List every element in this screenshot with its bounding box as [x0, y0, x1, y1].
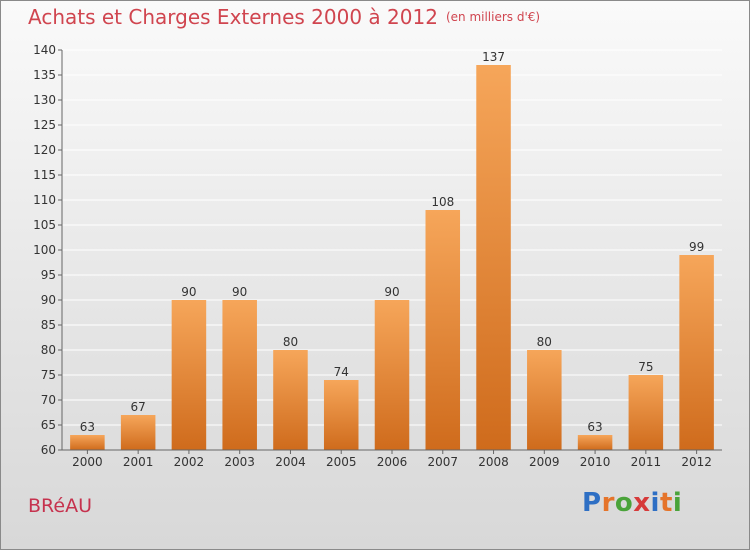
bar: [527, 350, 562, 450]
x-tick-label: 2009: [529, 455, 560, 469]
bar: [425, 210, 461, 450]
y-tick-label: 105: [33, 218, 56, 232]
x-tick-label: 2003: [224, 455, 255, 469]
y-tick-label: 60: [41, 443, 56, 457]
logo-letter: t: [659, 488, 673, 518]
logo-letter: r: [601, 488, 615, 518]
bars: [70, 65, 714, 450]
y-tick-label: 140: [33, 43, 56, 57]
bar: [171, 300, 207, 450]
bar: [222, 300, 257, 450]
x-tick-label: 2011: [631, 455, 662, 469]
y-tick-label: 130: [33, 93, 56, 107]
bar-value-label: 63: [587, 420, 602, 434]
y-tick-label: 85: [41, 318, 56, 332]
bar-value-label: 137: [482, 50, 505, 64]
chart-title-text: Achats et Charges Externes 2000 à 2012: [28, 5, 438, 29]
bar: [120, 415, 156, 450]
y-tick-label: 65: [41, 418, 56, 432]
bar-value-label: 90: [232, 285, 247, 299]
labels: 60 65 70 75 80 85 90 95 100 105 110 115 120 125 130 135…: [33, 43, 712, 469]
bar-value-label: 90: [384, 285, 399, 299]
y-tick-label: 70: [41, 393, 56, 407]
bar-value-label: 75: [638, 360, 653, 374]
bar: [374, 300, 410, 450]
y-tick-label: 110: [33, 193, 56, 207]
y-tick-label: 120: [33, 143, 56, 157]
bar: [476, 65, 511, 450]
bar: [70, 435, 105, 450]
chart-unit: (en milliers d'€): [445, 10, 541, 24]
x-tick-label: 2012: [681, 455, 712, 469]
x-tick-label: 2002: [174, 455, 205, 469]
bar: [323, 380, 359, 450]
y-tick-label: 75: [41, 368, 56, 382]
x-tick-label: 2010: [580, 455, 611, 469]
logo-letter: i: [672, 488, 683, 518]
logo-letter: x: [633, 488, 651, 518]
chart-title: Achats et Charges Externes 2000 à 2012 (e…: [28, 5, 540, 29]
x-tick-label: 2005: [326, 455, 357, 469]
x-tick-label: 2000: [72, 455, 103, 469]
x-tick-label: 2007: [427, 455, 458, 469]
logo-letter: i: [650, 488, 660, 518]
bar: [628, 375, 664, 450]
bar: [273, 350, 308, 450]
y-tick-label: 135: [33, 68, 56, 82]
logo-letter: P: [582, 488, 602, 518]
bar-value-label: 108: [431, 195, 454, 209]
y-tick-label: 95: [41, 268, 56, 282]
bar-value-label: 80: [283, 335, 298, 349]
place-name: BRéAU: [28, 495, 92, 517]
logo-letter: o: [614, 488, 634, 518]
bar-value-label: 99: [689, 240, 704, 254]
x-tick-label: 2001: [123, 455, 154, 469]
bar-value-label: 80: [537, 335, 552, 349]
y-tick-label: 100: [33, 243, 56, 257]
x-tick-label: 2008: [478, 455, 509, 469]
bar-value-label: 90: [181, 285, 196, 299]
y-tick-label: 125: [33, 118, 56, 132]
bar: [577, 435, 613, 450]
y-tick-label: 80: [41, 343, 56, 357]
axes: [58, 49, 722, 454]
proxiti-logo: Proxiti: [582, 488, 682, 518]
y-tick-label: 90: [41, 293, 56, 307]
x-tick-label: 2004: [275, 455, 306, 469]
bar-value-label: 67: [131, 400, 146, 414]
y-tick-label: 115: [33, 168, 56, 182]
bar-value-label: 74: [334, 365, 349, 379]
x-tick-label: 2006: [377, 455, 408, 469]
bar: [679, 255, 714, 450]
bar-value-label: 63: [80, 420, 95, 434]
